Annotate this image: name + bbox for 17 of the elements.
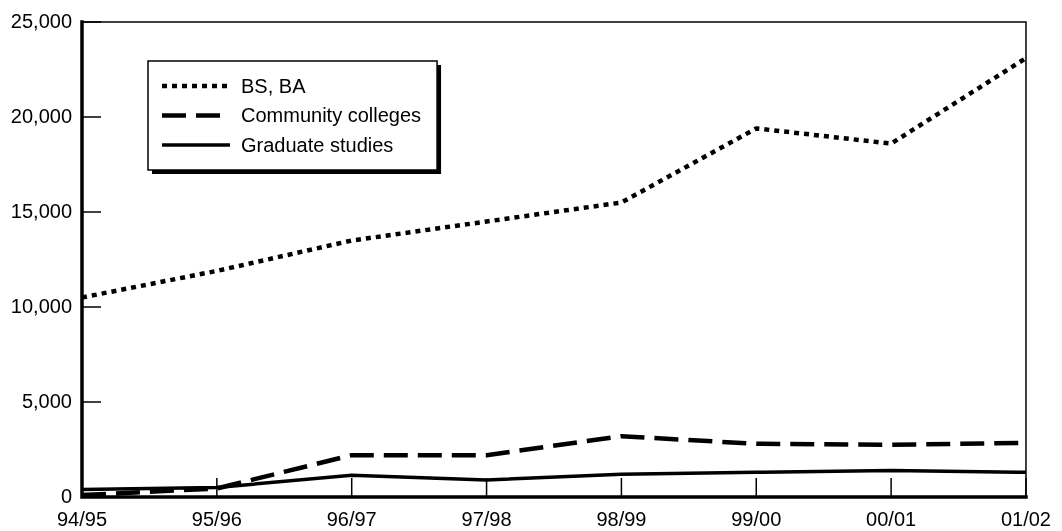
x-tick-label: 01/02 [1000,507,1052,530]
y-tick-label: 15,000 [10,199,72,222]
y-tick-label: 0 [60,484,72,507]
y-tick-label: 20,000 [10,104,72,127]
legend-label: Community colleges [241,104,422,127]
x-tick-label: 98/99 [596,507,647,530]
x-tick-label: 96/97 [326,507,377,530]
x-tick-label: 94/95 [56,507,108,530]
legend-label: BS, BA [241,74,307,97]
legend-label: Graduate studies [241,133,394,156]
y-tick-label: 5,000 [21,389,72,412]
x-tick-label: 00/01 [866,507,917,530]
x-tick-label: 99/00 [731,507,782,530]
y-tick-label: 25,000 [10,9,72,32]
x-tick-label: 97/98 [461,507,512,530]
x-tick-label: 95/96 [191,507,242,530]
y-tick-label: 10,000 [10,294,72,317]
